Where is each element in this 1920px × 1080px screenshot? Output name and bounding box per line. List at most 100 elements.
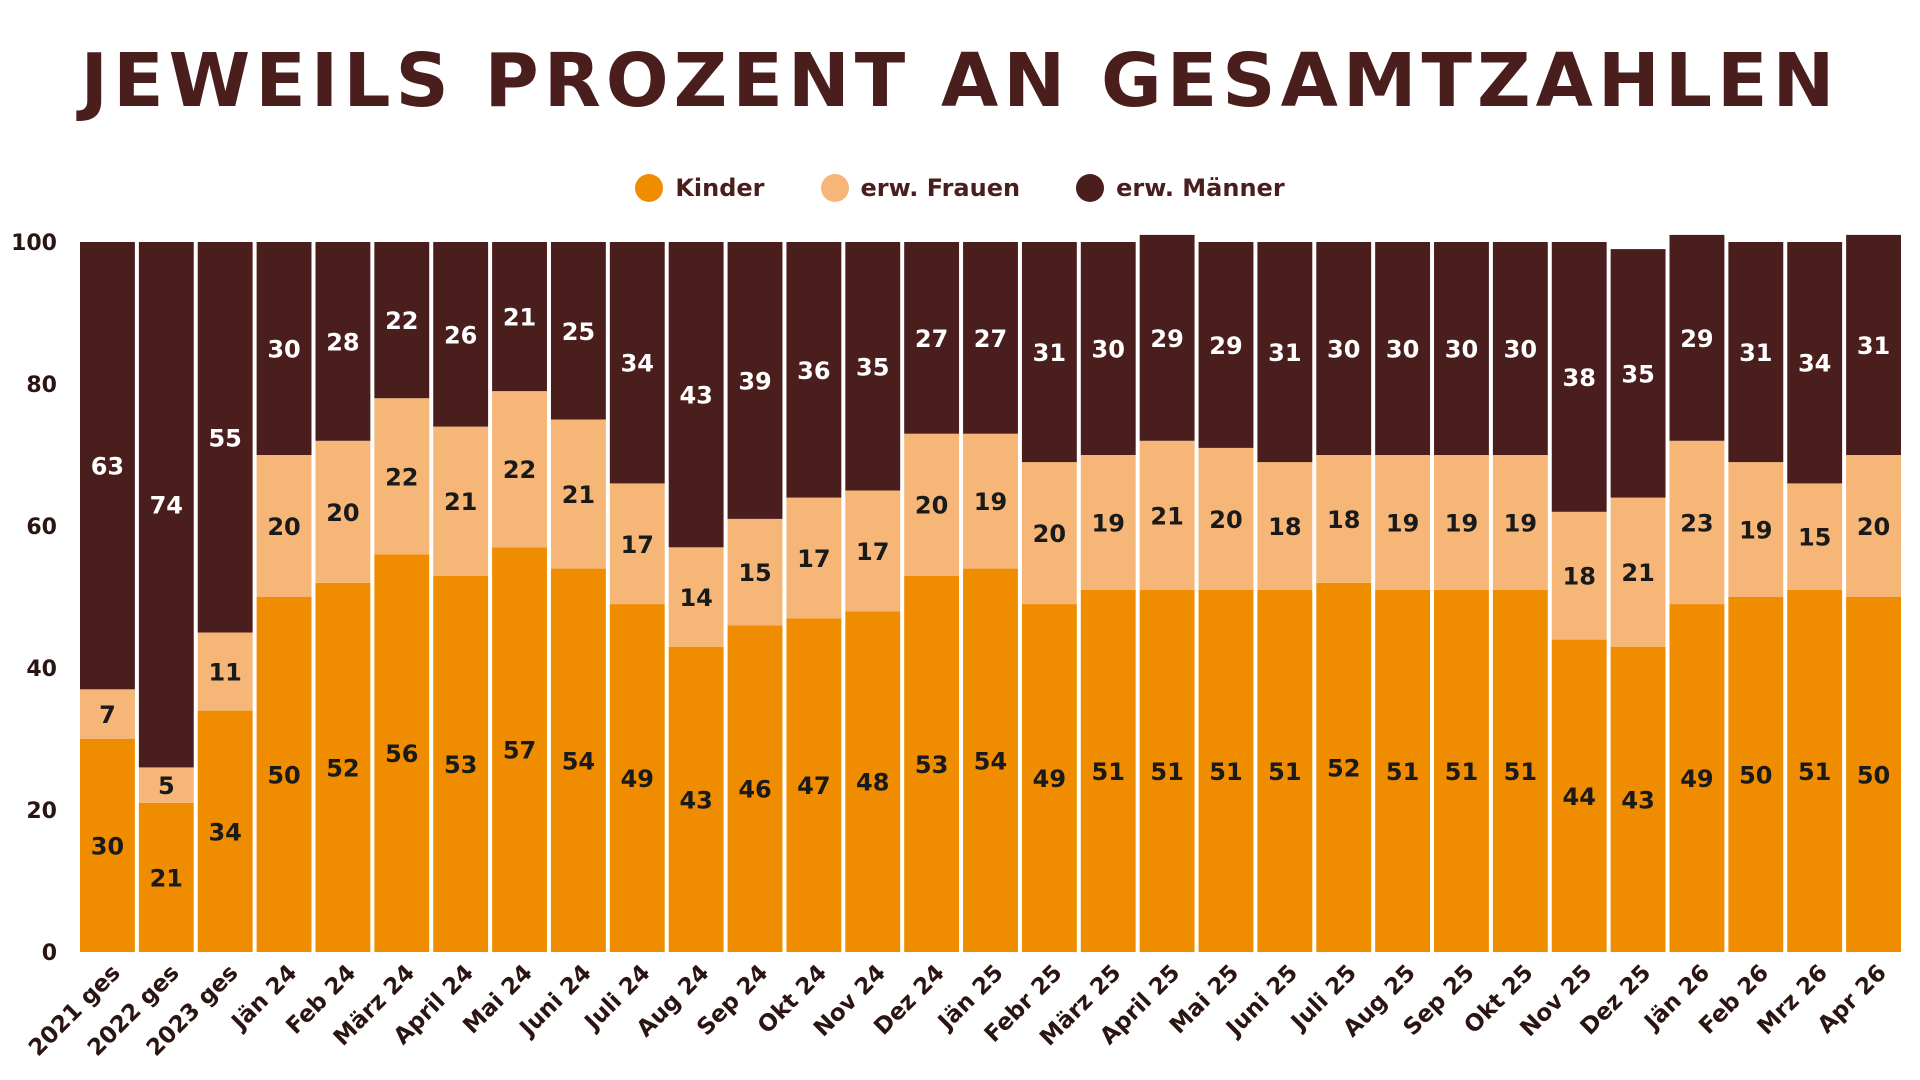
bar-segment-maenner [1492,242,1548,455]
bar-segment-kinder [550,568,606,952]
bar-segment-frauen [845,490,901,612]
data-label-maenner: 31 [1033,339,1066,367]
data-label-frauen: 20 [326,499,359,527]
data-label-frauen: 19 [1504,509,1537,537]
bar-segment-frauen [315,440,371,583]
bar-segment-maenner [845,242,901,491]
data-label-kinder: 51 [1504,758,1537,786]
data-label-kinder: 51 [1386,758,1419,786]
bar-segment-maenner [1257,242,1313,463]
bar-segment-frauen [1610,497,1666,647]
bar-segment-kinder [845,611,901,952]
data-label-frauen: 20 [1209,506,1242,534]
bar-segment-maenner [1728,242,1784,463]
bar-segment-maenner [374,242,430,399]
bar-segment-maenner [1021,242,1077,463]
data-label-frauen: 17 [797,545,830,573]
bar-segment-maenner [1551,242,1607,512]
bar-segment-frauen [1316,455,1372,583]
bar-segment-frauen [904,433,960,576]
data-label-frauen: 14 [679,584,712,612]
bar-segment-kinder [80,739,135,952]
data-label-frauen: 19 [974,488,1007,516]
data-label-maenner: 27 [915,325,948,353]
bar-segment-frauen [963,433,1018,569]
bar-segment-maenner [1198,242,1254,448]
bar-segment-maenner [1434,242,1489,455]
data-label-kinder: 21 [150,864,183,892]
bar-segment-maenner [1787,242,1843,484]
bar-segment-frauen [138,767,194,803]
bar-segment-kinder [609,604,665,952]
bar-segment-maenner [727,242,783,519]
bar-segment-frauen [786,497,842,619]
legend-item-frauen: erw. Frauen [820,174,1021,202]
bar-segment-maenner [80,242,135,690]
data-label-kinder: 57 [503,737,536,765]
bar-segment-frauen [1021,462,1077,605]
data-label-kinder: 50 [1857,762,1890,790]
bar-segment-kinder [1257,589,1313,952]
y-tick-label: 80 [26,373,57,398]
data-label-frauen: 22 [385,463,418,491]
data-label-frauen: 18 [1327,506,1360,534]
bar-segment-frauen [1492,455,1548,590]
y-tick-label: 60 [26,515,57,540]
data-label-maenner: 74 [150,492,183,520]
data-label-kinder: 51 [1150,758,1183,786]
bar-segment-frauen [1551,511,1607,640]
data-label-frauen: 19 [1739,517,1772,545]
bar-segment-kinder [433,575,489,952]
data-label-frauen: 19 [1386,509,1419,537]
bar-segment-maenner [963,242,1018,434]
data-label-maenner: 31 [1857,332,1890,360]
data-label-maenner: 29 [1680,325,1713,353]
data-label-kinder: 30 [91,833,124,861]
data-label-kinder: 54 [974,747,1007,775]
bar-segment-frauen [668,547,724,647]
bar-segment-frauen [1257,462,1313,590]
bar-segment-kinder [315,582,371,952]
data-label-frauen: 21 [562,481,595,509]
data-label-kinder: 51 [1092,758,1125,786]
bar-segment-maenner [315,242,371,441]
data-label-kinder: 43 [1621,786,1654,814]
bar-segment-kinder [1375,589,1431,952]
bar-segment-kinder [668,646,724,952]
bar-segment-maenner [138,242,194,768]
bar-segment-maenner [256,242,312,455]
bar-segment-maenner [1316,242,1372,455]
bar-segment-kinder [138,802,194,952]
bar-segment-maenner [197,242,253,633]
bar-segment-maenner [433,242,489,427]
bar-segment-kinder [904,575,960,952]
data-label-kinder: 51 [1268,758,1301,786]
data-label-frauen: 18 [1563,563,1596,591]
data-label-maenner: 30 [1327,336,1360,364]
bar-segment-frauen [80,689,135,739]
data-label-kinder: 43 [679,786,712,814]
data-label-kinder: 48 [856,769,889,797]
bar-segment-maenner [1610,249,1666,498]
bar-segment-kinder [1787,589,1843,952]
bar-segment-maenner [1846,234,1901,455]
data-label-kinder: 51 [1798,758,1831,786]
data-label-kinder: 52 [1327,754,1360,782]
bar-segment-maenner [1669,234,1725,441]
legend-label-frauen: erw. Frauen [860,174,1021,202]
data-label-maenner: 27 [974,325,1007,353]
legend-item-maenner: erw. Männer [1076,174,1285,202]
data-label-kinder: 51 [1209,758,1242,786]
bar-segment-kinder [1492,589,1548,952]
data-label-frauen: 17 [856,538,889,566]
legend-swatch-maenner [1076,174,1105,202]
data-label-frauen: 19 [1445,509,1478,537]
bar-segment-kinder [1610,646,1666,952]
data-label-frauen: 23 [1680,509,1713,537]
bar-segment-frauen [1139,440,1195,590]
bar-segment-kinder [1139,589,1195,952]
bar-segment-frauen [1080,455,1136,590]
bar-segment-frauen [197,632,253,711]
data-label-frauen: 22 [503,456,536,484]
